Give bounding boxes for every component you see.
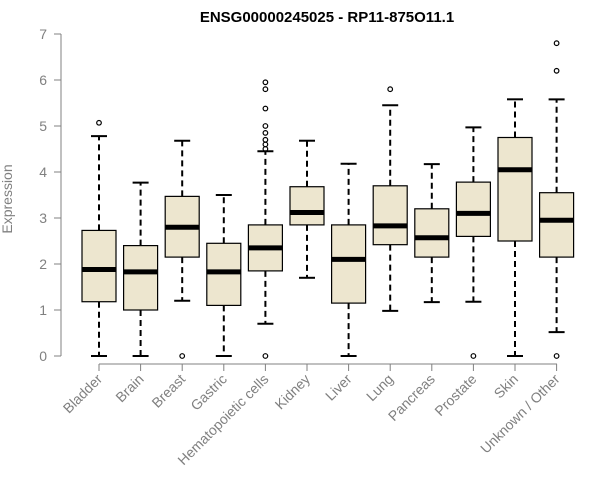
- y-axis-label: Expression: [0, 164, 15, 233]
- x-tick-label: Skin: [491, 371, 522, 402]
- boxes: [81, 40, 575, 359]
- x-tick-label: Liver: [322, 371, 355, 404]
- outlier-point: [553, 67, 560, 74]
- outlier-point: [262, 79, 269, 86]
- box-group: [414, 163, 450, 304]
- box-group: [455, 126, 491, 359]
- box-group: [247, 79, 283, 359]
- box-group: [122, 181, 159, 357]
- x-tick-label: Kidney: [272, 371, 314, 413]
- iqr-box: [206, 242, 242, 307]
- outlier-point: [262, 129, 269, 136]
- outlier-point: [262, 353, 269, 359]
- outlier-point: [96, 119, 102, 126]
- iqr-box: [455, 181, 491, 237]
- outlier-point: [262, 86, 269, 93]
- chart-title: ENSG00000245025 - RP11-875O11.1: [200, 9, 454, 26]
- outlier-point: [553, 40, 560, 47]
- y-ticks: 0 1 2 3 4 5 6 7: [39, 26, 61, 364]
- outlier-point: [262, 136, 269, 143]
- iqr-box: [538, 192, 575, 258]
- outlier-point: [179, 353, 186, 359]
- x-tick-label: Unknown / Other: [477, 371, 563, 457]
- box-group: [538, 40, 575, 359]
- box-group: [331, 162, 367, 357]
- iqr-box: [81, 229, 117, 303]
- y-tick-label: 5: [39, 118, 47, 134]
- iqr-box: [122, 245, 159, 311]
- box-group: [372, 86, 408, 312]
- x-tick-label: Breast: [148, 371, 188, 411]
- x-tick-label: Brain: [112, 371, 146, 405]
- y-tick-label: 2: [39, 256, 47, 272]
- box-group: [289, 139, 325, 279]
- y-tick-label: 0: [39, 348, 47, 364]
- x-tick-label: Prostate: [431, 371, 479, 419]
- box-group: [164, 139, 200, 359]
- box-group: [497, 98, 533, 357]
- iqr-box: [372, 185, 408, 246]
- box-group: [81, 119, 117, 357]
- y-tick-label: 3: [39, 210, 47, 226]
- x-tick-label: Bladder: [60, 371, 106, 417]
- iqr-box: [497, 136, 533, 242]
- y-tick-label: 6: [39, 72, 47, 88]
- iqr-box: [414, 208, 450, 258]
- y-tick-label: 1: [39, 302, 47, 318]
- box-group: [206, 194, 242, 357]
- outlier-point: [262, 105, 269, 112]
- outlier-point: [262, 141, 269, 148]
- outlier-point: [262, 123, 269, 129]
- y-tick-label: 7: [39, 26, 47, 42]
- iqr-box: [289, 186, 325, 226]
- iqr-box: [331, 224, 367, 304]
- y-tick-label: 4: [39, 164, 47, 180]
- outlier-point: [553, 353, 560, 359]
- x-tick-label: Lung: [363, 371, 396, 404]
- outlier-point: [387, 86, 394, 93]
- outlier-point: [470, 353, 477, 359]
